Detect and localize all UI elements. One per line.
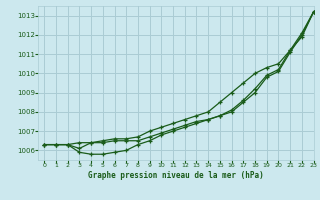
X-axis label: Graphe pression niveau de la mer (hPa): Graphe pression niveau de la mer (hPa) — [88, 171, 264, 180]
